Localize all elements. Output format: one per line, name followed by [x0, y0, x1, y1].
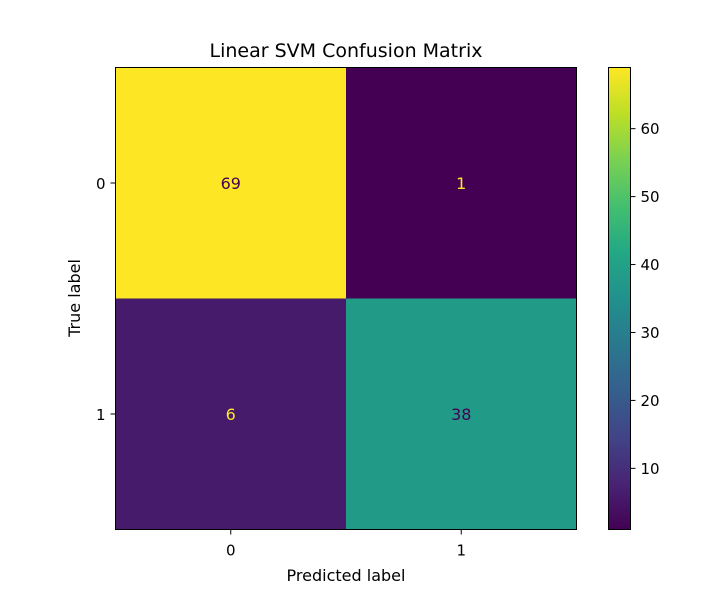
matrix-cell-1-0 [115, 298, 346, 530]
y-axis-label: True label [65, 259, 84, 338]
colorbar-tick-label: 40 [641, 256, 660, 274]
cell-value-label: 69 [221, 174, 241, 193]
cell-value-label: 1 [456, 174, 466, 193]
matrix-cell-1-1 [346, 298, 577, 530]
matrix-cell-0-0 [115, 67, 346, 299]
y-tick-label: 0 [96, 175, 106, 193]
x-axis-label: Predicted label [287, 566, 406, 585]
colorbar [608, 67, 631, 530]
colorbar-tick-label: 20 [641, 392, 660, 410]
y-tick-label: 1 [96, 406, 106, 424]
matrix-cells: 69 1 6 38 [115, 67, 577, 530]
x-tick-label: 0 [226, 542, 236, 560]
matrix-cell-0-1 [346, 67, 577, 299]
cell-value-label: 38 [451, 405, 471, 424]
colorbar-tick-label: 30 [641, 324, 660, 342]
cell-value-label: 6 [226, 405, 236, 424]
x-tick-label: 1 [456, 542, 466, 560]
y-axis: 01 [96, 175, 116, 424]
colorbar-tick-label: 10 [641, 460, 660, 478]
matrix-frame [115, 67, 577, 530]
colorbar-tick-label: 50 [641, 188, 660, 206]
chart-title: Linear SVM Confusion Matrix [210, 40, 483, 62]
colorbar-tick-label: 60 [641, 120, 660, 138]
colorbar-ticks: 10 20 30 40 50 60 [630, 120, 660, 478]
